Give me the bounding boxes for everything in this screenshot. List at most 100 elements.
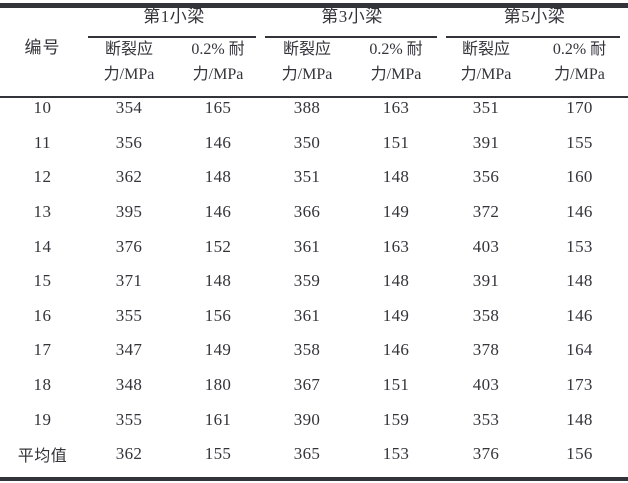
table-cell: 361 bbox=[293, 305, 321, 325]
table-cell: 159 bbox=[382, 409, 410, 429]
table-cell: 362 bbox=[115, 167, 143, 187]
header-sub-6-line2: 力/MPa bbox=[554, 66, 605, 83]
table-cell: 353 bbox=[472, 409, 500, 429]
table-cell: 146 bbox=[204, 132, 232, 152]
table-cell: 356 bbox=[472, 167, 500, 187]
table-cell: 148 bbox=[204, 167, 232, 187]
header-sub-4-line1: 0.2% 耐 bbox=[369, 41, 423, 59]
table-cell: 359 bbox=[293, 271, 321, 291]
table-row: 16 355 156 361 149 358 146 bbox=[0, 299, 628, 334]
header-group-1: 第1小梁 bbox=[143, 7, 205, 26]
table-cell: 362 bbox=[115, 444, 143, 464]
mechanical-properties-table: 编号 第1小梁 第3小梁 第5小梁 断裂应 力/MPa 0.2% 耐 力/MPa… bbox=[0, 0, 628, 472]
header-sub-1-line1: 断裂应 bbox=[104, 41, 153, 59]
table-body: 10 354 165 388 163 351 170 11 356 146 350 151 391 155… bbox=[0, 91, 628, 472]
table-cell: 164 bbox=[566, 340, 593, 360]
table-header: 编号 第1小梁 第3小梁 第5小梁 断裂应 力/MPa 0.2% 耐 力/MPa… bbox=[0, 0, 628, 91]
row-index-cell: 17 bbox=[33, 340, 52, 360]
table-cell: 395 bbox=[115, 202, 143, 222]
header-sub-3-line2: 力/MPa bbox=[281, 66, 333, 83]
table-cell: 361 bbox=[293, 236, 321, 256]
table-cell: 351 bbox=[293, 167, 321, 187]
table-row: 19 355 161 390 159 353 148 bbox=[0, 402, 628, 437]
table-cell: 156 bbox=[566, 444, 593, 464]
table-cell: 356 bbox=[115, 132, 143, 152]
group-rule-1 bbox=[88, 36, 256, 38]
table-row: 平均值 362 155 365 153 376 156 bbox=[0, 437, 628, 472]
table-cell: 391 bbox=[472, 271, 500, 291]
table-cell: 148 bbox=[566, 271, 593, 291]
header-sub-4: 0.2% 耐 力/MPa bbox=[351, 33, 441, 91]
row-index-cell: 13 bbox=[33, 202, 52, 222]
table-cell: 180 bbox=[204, 375, 232, 395]
row-index-cell: 平均值 bbox=[17, 448, 68, 466]
table-cell: 358 bbox=[472, 305, 500, 325]
table-cell: 347 bbox=[115, 340, 143, 360]
table-cell: 149 bbox=[204, 340, 232, 360]
header-sub-5-line1: 断裂应 bbox=[461, 41, 510, 59]
header-sub-4-line2: 力/MPa bbox=[370, 66, 422, 83]
table-cell: 146 bbox=[382, 340, 410, 360]
table-cell: 376 bbox=[115, 236, 143, 256]
group-rule-2 bbox=[265, 36, 437, 38]
table-row: 15 371 148 359 148 391 148 bbox=[0, 264, 628, 299]
table-cell: 403 bbox=[472, 236, 500, 256]
table-cell: 388 bbox=[293, 98, 321, 118]
table-cell: 170 bbox=[566, 98, 593, 118]
row-index-cell: 12 bbox=[33, 167, 52, 187]
table-cell: 390 bbox=[293, 409, 321, 429]
table-cell: 366 bbox=[293, 202, 321, 222]
row-index-cell: 14 bbox=[33, 236, 52, 256]
header-sub-3-line1: 断裂应 bbox=[282, 41, 331, 59]
table-cell: 155 bbox=[204, 444, 232, 464]
table-cell: 403 bbox=[472, 375, 500, 395]
table-cell: 148 bbox=[204, 271, 232, 291]
row-index-cell: 15 bbox=[33, 271, 52, 291]
table-cell: 152 bbox=[204, 236, 232, 256]
row-index-cell: 11 bbox=[33, 132, 52, 152]
table-row: 13 395 146 366 149 372 146 bbox=[0, 195, 628, 230]
table-cell: 151 bbox=[382, 375, 410, 395]
header-row-subs: 断裂应 力/MPa 0.2% 耐 力/MPa 断裂应 力/MPa 0.2% 耐 … bbox=[0, 33, 628, 91]
table-cell: 350 bbox=[293, 132, 321, 152]
table-row: 12 362 148 351 148 356 160 bbox=[0, 160, 628, 195]
table-cell: 358 bbox=[293, 340, 321, 360]
header-sub-3: 断裂应 力/MPa bbox=[263, 33, 351, 91]
table-cell: 378 bbox=[472, 340, 500, 360]
table-cell: 348 bbox=[115, 375, 143, 395]
row-index-cell: 19 bbox=[33, 409, 52, 429]
table-cell: 391 bbox=[472, 132, 500, 152]
table-cell: 146 bbox=[204, 202, 232, 222]
table-cell: 355 bbox=[115, 305, 143, 325]
table-cell: 163 bbox=[382, 236, 410, 256]
table-row: 18 348 180 367 151 403 173 bbox=[0, 368, 628, 403]
header-sub-6: 0.2% 耐 力/MPa bbox=[531, 33, 628, 91]
table-row: 10 354 165 388 163 351 170 bbox=[0, 91, 628, 126]
table-cell: 354 bbox=[115, 98, 143, 118]
table-cell: 376 bbox=[472, 444, 500, 464]
table-cell: 163 bbox=[382, 98, 410, 118]
header-row-groups: 编号 第1小梁 第3小梁 第5小梁 bbox=[0, 0, 628, 57]
header-group-3: 第5小梁 bbox=[503, 7, 566, 26]
header-sub-2-line1: 0.2% 耐 bbox=[191, 41, 245, 59]
header-sub-1: 断裂应 力/MPa bbox=[85, 33, 173, 91]
table-row: 11 356 146 350 151 391 155 bbox=[0, 126, 628, 161]
table-cell: 149 bbox=[382, 305, 410, 325]
table-cell: 151 bbox=[382, 132, 410, 152]
header-sub-6-line1: 0.2% 耐 bbox=[552, 41, 607, 59]
row-index-cell: 10 bbox=[33, 98, 52, 118]
table-cell: 156 bbox=[204, 305, 232, 325]
header-sub-5: 断裂应 力/MPa bbox=[441, 33, 531, 91]
header-bottom-rule bbox=[0, 96, 628, 98]
table-cell: 351 bbox=[472, 98, 500, 118]
table-cell: 153 bbox=[566, 236, 593, 256]
table-bottom-rule bbox=[0, 477, 628, 481]
table-cell: 153 bbox=[382, 444, 410, 464]
table-cell: 355 bbox=[115, 409, 143, 429]
table-row: 14 376 152 361 163 403 153 bbox=[0, 229, 628, 264]
table-cell: 149 bbox=[382, 202, 410, 222]
table-cell: 148 bbox=[566, 409, 593, 429]
header-index: 编号 bbox=[24, 38, 61, 57]
table-cell: 161 bbox=[204, 409, 232, 429]
